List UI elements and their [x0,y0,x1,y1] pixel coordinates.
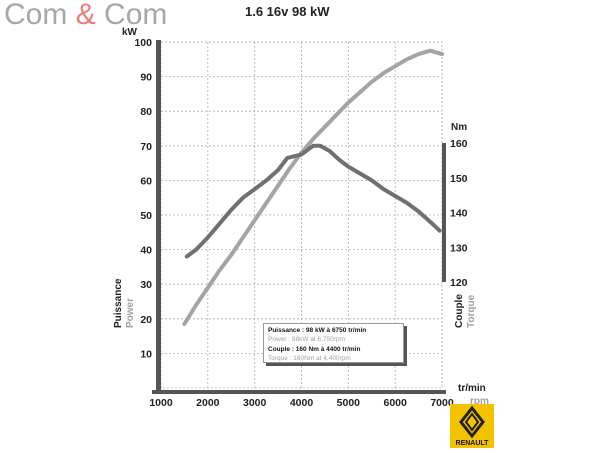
y-right-tick-label: 130 [450,242,468,254]
legend-box: Puissance : 98 kW à 6750 tr/min Power : … [263,323,404,363]
y-left-tick-label: 10 [140,348,152,360]
tick-labels: 10 20 30 40 50 60 70 80 90 100 120 130 140 150 160 1000… [134,37,467,409]
power-line [182,48,444,326]
bottom-axis-bar [152,390,446,394]
renault-wordmark: RENAULT [456,440,490,447]
x-tick-label: 6000 [383,397,407,409]
legend-torque-en: Torque : 160Nm at 4,400rpm [268,355,351,363]
legend-power-fr: Puissance : 98 kW à 6750 tr/min [268,327,367,334]
y-left-tick-label: 20 [140,314,152,326]
x-unit-en: rpm [470,396,489,407]
y-right-unit: Nm [451,122,467,133]
y-left-tick-label: 30 [140,279,152,291]
series-lines [182,48,444,326]
torque-line [184,143,442,259]
y-left-tick-label: 80 [140,106,152,118]
y-left-tick-label: 40 [140,245,152,257]
legend-torque-fr: Couple : 160 Nm à 4400 tr/min [268,345,361,353]
y-left-tick-label: 50 [140,210,152,222]
x-tick-label: 5000 [337,397,361,409]
x-tick-label: 4000 [290,397,314,409]
renault-logo: RENAULT [450,404,494,448]
y-right-label-fr: Couple [454,294,465,328]
y-right-tick-label: 150 [450,173,468,185]
y-left-unit: kW [122,27,138,38]
x-tick-label: 2000 [196,397,220,409]
x-tick-label: 7000 [430,397,454,409]
y-left-tick-label: 70 [140,141,152,153]
axis-labels: kW Nm tr/min rpm Puissance Power Couple Torque [113,27,489,407]
y-left-tick-label: 60 [140,175,152,187]
y-right-tick-label: 120 [450,277,468,289]
y-left-tick-label: 90 [140,72,152,84]
y-left-tick-label: 100 [134,37,152,49]
left-axis-bar [156,40,161,390]
chart-title: 1.6 16v 98 kW [245,4,330,19]
x-tick-label: 3000 [243,397,267,409]
comcom-logo: Com & Com [4,0,168,31]
y-right-tick-label: 140 [450,208,468,220]
right-axis-bar [442,143,446,282]
x-tick-label: 1000 [149,397,173,409]
y-right-tick-label: 160 [450,138,468,150]
y-right-label-en: Torque [466,294,477,328]
y-left-label-en: Power [125,298,136,328]
x-unit-fr: tr/min [458,383,486,394]
legend-power-en: Power : 98kW at 6,750rpm [268,336,345,344]
y-left-label-fr: Puissance [113,278,124,328]
axes [152,40,446,394]
